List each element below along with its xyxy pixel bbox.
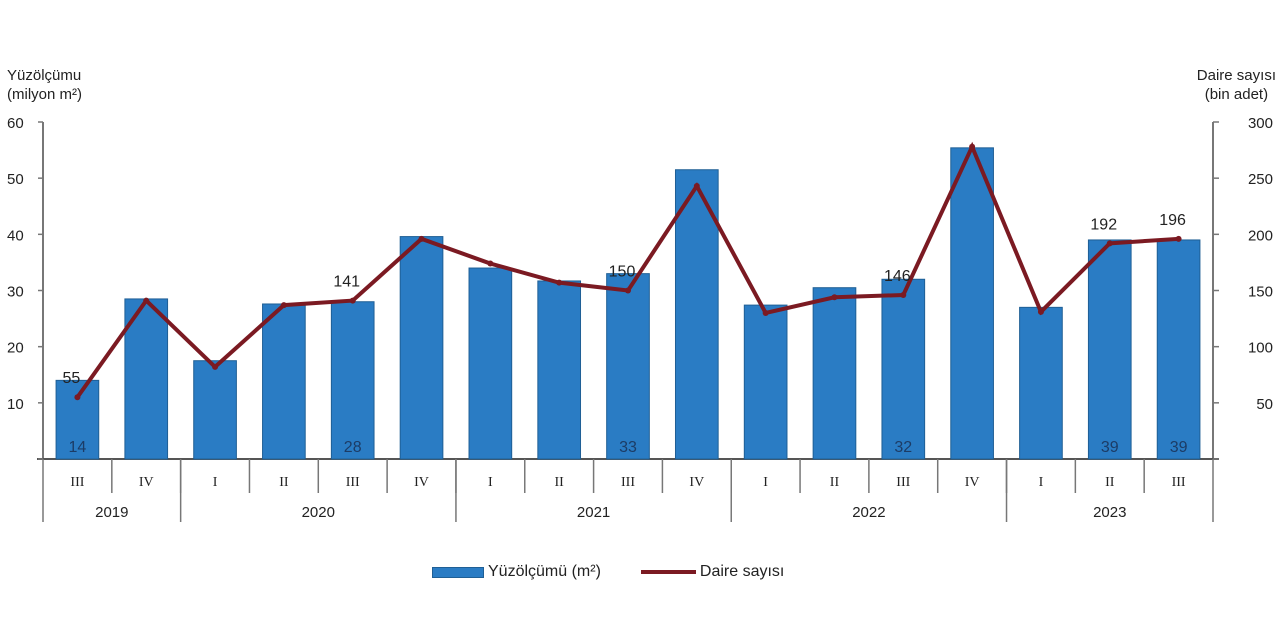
line-marker bbox=[1106, 240, 1113, 247]
line-marker bbox=[693, 183, 700, 190]
bar bbox=[1156, 239, 1201, 460]
bar-value-label: 33 bbox=[619, 439, 637, 456]
quarter-label: I bbox=[488, 475, 493, 490]
quarter-label: III bbox=[896, 475, 910, 490]
legend-label-units: Daire sayısı bbox=[699, 563, 785, 580]
bar-value-label: 39 bbox=[1101, 439, 1119, 456]
quarter-label: III bbox=[346, 475, 360, 490]
right-axis-title-line1: Daire sayısı bbox=[1196, 67, 1276, 84]
left-axis-title-line2: (milyon m²) bbox=[7, 86, 82, 103]
bar bbox=[743, 304, 788, 460]
right-tick-label: 150 bbox=[1248, 284, 1273, 301]
bar bbox=[537, 280, 582, 460]
left-axis-title-line1: Yüzölçümu bbox=[7, 67, 82, 84]
line-value-label: 150 bbox=[609, 264, 636, 281]
quarter-label: II bbox=[1105, 475, 1115, 490]
bar bbox=[1019, 306, 1063, 460]
bar bbox=[330, 301, 375, 460]
quarter-label: IV bbox=[689, 475, 704, 490]
quarter-label: IV bbox=[414, 475, 429, 490]
line-swatch-icon bbox=[640, 570, 696, 574]
line-marker bbox=[212, 363, 219, 370]
year-label: 2019 bbox=[95, 504, 128, 521]
quarter-label: III bbox=[1172, 475, 1186, 490]
bar bbox=[812, 287, 857, 460]
right-tick-label: 250 bbox=[1248, 171, 1273, 188]
left-tick-label: 30 bbox=[7, 284, 24, 301]
bar-value-label: 32 bbox=[894, 439, 912, 456]
left-tick-label: 20 bbox=[7, 340, 24, 357]
line-value-label: 192 bbox=[1090, 216, 1117, 233]
line-marker bbox=[762, 309, 769, 316]
legend-item-units: Daire sayısı bbox=[640, 563, 785, 581]
bar-value-label: 39 bbox=[1170, 439, 1188, 456]
quarter-label: II bbox=[830, 475, 840, 490]
bar bbox=[262, 303, 306, 460]
bar-value-label: 14 bbox=[69, 439, 87, 456]
bar bbox=[55, 379, 100, 460]
bar bbox=[399, 236, 444, 460]
bar bbox=[950, 147, 994, 460]
bar bbox=[124, 298, 169, 460]
year-label: 2023 bbox=[1093, 504, 1126, 521]
quarter-label: I bbox=[763, 475, 768, 490]
right-axis-title: Daire sayısı (bin adet) bbox=[1197, 66, 1276, 104]
left-tick-label: 50 bbox=[7, 171, 24, 188]
bar-value-label: 28 bbox=[344, 439, 362, 456]
line-marker bbox=[418, 235, 425, 242]
line-marker bbox=[625, 287, 631, 294]
right-tick-label: 50 bbox=[1256, 396, 1273, 413]
line-value-label: 196 bbox=[1159, 212, 1186, 229]
bar bbox=[606, 273, 650, 460]
right-tick-label: 100 bbox=[1248, 340, 1273, 357]
line-marker bbox=[900, 291, 907, 298]
left-tick-label: 10 bbox=[7, 396, 24, 413]
quarter-label: III bbox=[621, 475, 635, 490]
quarter-label: II bbox=[555, 475, 565, 490]
quarter-label: I bbox=[213, 475, 218, 490]
bar bbox=[1087, 239, 1132, 460]
line-marker bbox=[1037, 308, 1044, 315]
bar bbox=[674, 169, 719, 460]
line-marker bbox=[74, 394, 81, 401]
line-marker bbox=[487, 260, 494, 267]
line-marker bbox=[280, 302, 287, 309]
quarter-label: III bbox=[70, 475, 84, 490]
line-value-label: 55 bbox=[63, 370, 81, 387]
line-value-label: 141 bbox=[333, 274, 360, 291]
bar bbox=[881, 278, 926, 460]
left-tick-label: 40 bbox=[7, 227, 24, 244]
right-tick-label: 200 bbox=[1248, 227, 1273, 244]
legend: Yüzölçümü (m²) Daire sayısı bbox=[432, 563, 824, 581]
year-label: 2022 bbox=[852, 504, 885, 521]
left-tick-label: 60 bbox=[7, 115, 24, 132]
year-label: 2021 bbox=[577, 504, 610, 521]
line-value-label: 146 bbox=[884, 268, 911, 285]
bar-swatch-icon bbox=[432, 566, 484, 578]
line-marker bbox=[831, 294, 838, 301]
line-marker bbox=[143, 297, 150, 304]
quarter-label: II bbox=[279, 475, 289, 490]
line-marker bbox=[969, 143, 976, 150]
line-marker bbox=[556, 279, 563, 286]
bar bbox=[193, 360, 237, 460]
quarter-label: I bbox=[1039, 475, 1044, 490]
legend-label-area: Yüzölçümü (m²) bbox=[488, 563, 601, 580]
line-marker bbox=[1175, 235, 1182, 242]
left-axis-title: Yüzölçümu (milyon m²) bbox=[7, 66, 82, 104]
year-label: 2020 bbox=[302, 504, 335, 521]
bar bbox=[468, 267, 513, 460]
quarter-label: IV bbox=[139, 475, 154, 490]
line-marker bbox=[349, 297, 356, 304]
quarter-label: IV bbox=[965, 475, 980, 490]
legend-item-area: Yüzölçümü (m²) bbox=[432, 563, 601, 581]
right-axis-title-line2: (bin adet) bbox=[1204, 86, 1269, 103]
right-tick-label: 300 bbox=[1248, 115, 1273, 132]
